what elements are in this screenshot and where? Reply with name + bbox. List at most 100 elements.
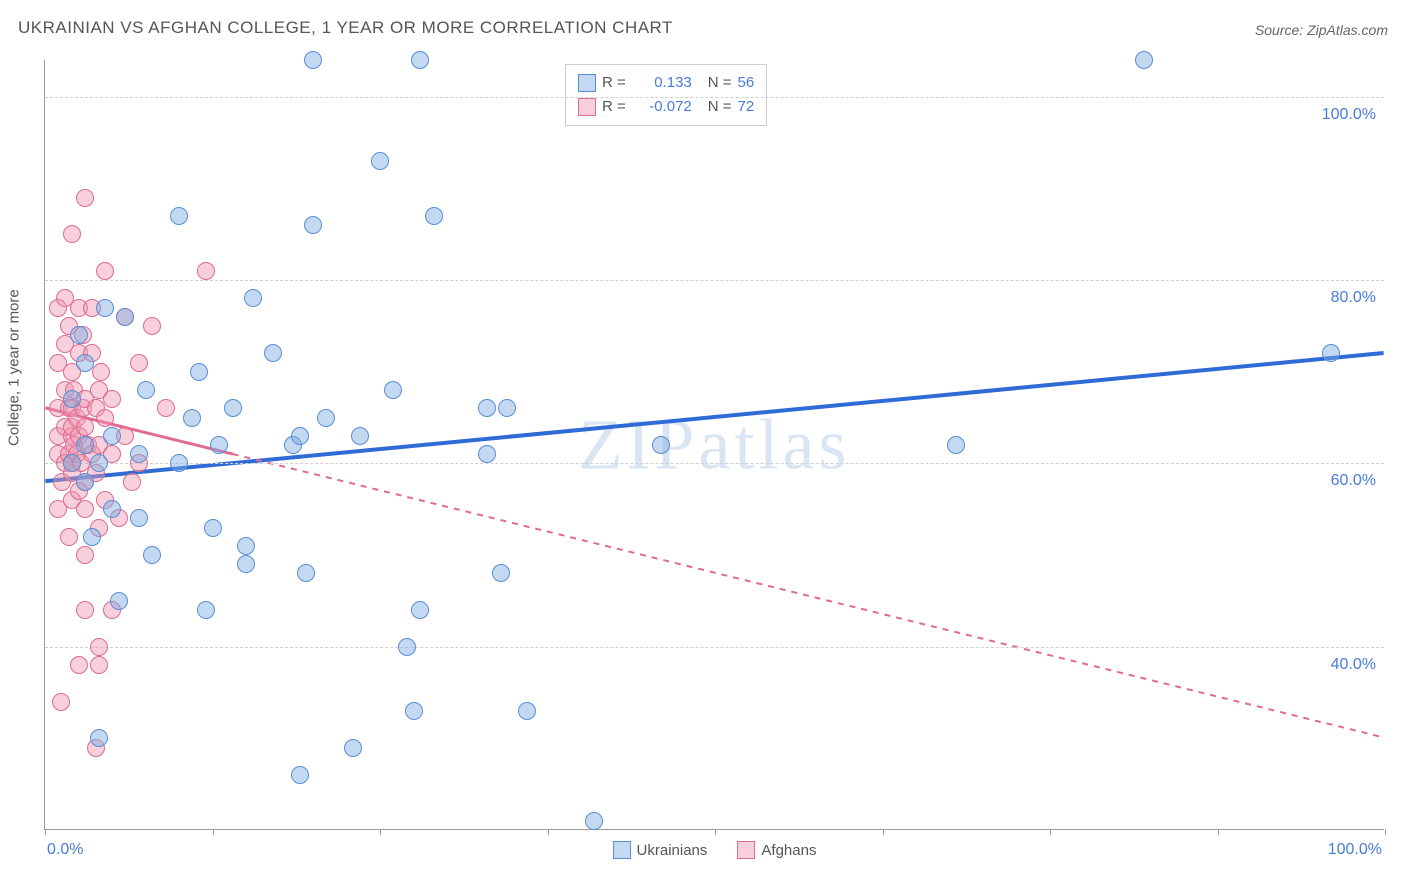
scatter-point	[76, 601, 94, 619]
series-legend-item: Ukrainians	[613, 841, 708, 859]
source-attribution: Source: ZipAtlas.com	[1255, 22, 1388, 38]
legend-row: R = -0.072 N = 72	[578, 95, 754, 119]
x-label-left: 0.0%	[47, 841, 83, 859]
scatter-point	[183, 409, 201, 427]
legend-swatch	[613, 841, 631, 859]
scatter-point	[76, 418, 94, 436]
scatter-point	[237, 537, 255, 555]
x-tick	[1218, 829, 1219, 835]
scatter-point	[76, 436, 94, 454]
chart-plot-area: ZIPatlas R = 0.133N = 56R = -0.072N = 72…	[44, 60, 1384, 830]
scatter-point	[478, 399, 496, 417]
scatter-point	[60, 528, 78, 546]
scatter-point	[76, 354, 94, 372]
scatter-point	[204, 519, 222, 537]
scatter-point	[90, 729, 108, 747]
scatter-point	[478, 445, 496, 463]
scatter-point	[264, 344, 282, 362]
scatter-point	[224, 399, 242, 417]
scatter-point	[103, 427, 121, 445]
legend-r-value: 0.133	[632, 71, 692, 95]
scatter-point	[304, 51, 322, 69]
scatter-point	[652, 436, 670, 454]
scatter-point	[130, 445, 148, 463]
legend-swatch	[578, 98, 596, 116]
legend-n-value: 72	[738, 95, 755, 119]
scatter-point	[197, 601, 215, 619]
scatter-point	[157, 399, 175, 417]
x-tick	[45, 829, 46, 835]
scatter-point	[123, 473, 141, 491]
series-legend: Ukrainians Afghans	[613, 841, 817, 859]
scatter-point	[170, 454, 188, 472]
series-legend-item: Afghans	[737, 841, 816, 859]
scatter-point	[585, 812, 603, 830]
chart-title: UKRAINIAN VS AFGHAN COLLEGE, 1 YEAR OR M…	[18, 18, 673, 38]
series-legend-label: Afghans	[761, 842, 816, 859]
gridline-h	[45, 97, 1384, 98]
scatter-point	[398, 638, 416, 656]
y-tick-label: 100.0%	[1322, 106, 1376, 124]
scatter-point	[52, 693, 70, 711]
scatter-point	[197, 262, 215, 280]
scatter-point	[425, 207, 443, 225]
scatter-point	[76, 500, 94, 518]
scatter-point	[411, 51, 429, 69]
scatter-point	[90, 638, 108, 656]
scatter-point	[96, 409, 114, 427]
scatter-point	[96, 262, 114, 280]
scatter-point	[130, 509, 148, 527]
x-tick	[548, 829, 549, 835]
scatter-point	[130, 354, 148, 372]
legend-n-label: N =	[708, 95, 732, 119]
legend-r-label: R =	[602, 95, 626, 119]
scatter-point	[76, 189, 94, 207]
scatter-point	[110, 592, 128, 610]
scatter-point	[143, 546, 161, 564]
scatter-point	[143, 317, 161, 335]
scatter-point	[96, 299, 114, 317]
y-tick-label: 60.0%	[1331, 472, 1376, 490]
scatter-point	[405, 702, 423, 720]
gridline-h	[45, 463, 1384, 464]
scatter-point	[90, 454, 108, 472]
scatter-point	[1135, 51, 1153, 69]
scatter-point	[297, 564, 315, 582]
legend-swatch	[578, 74, 596, 92]
scatter-point	[70, 326, 88, 344]
scatter-point	[492, 564, 510, 582]
scatter-point	[291, 427, 309, 445]
scatter-point	[317, 409, 335, 427]
scatter-point	[103, 390, 121, 408]
scatter-point	[344, 739, 362, 757]
scatter-point	[90, 656, 108, 674]
x-tick	[380, 829, 381, 835]
scatter-point	[351, 427, 369, 445]
scatter-point	[76, 473, 94, 491]
legend-r-label: R =	[602, 71, 626, 95]
legend-n-label: N =	[708, 71, 732, 95]
y-tick-label: 80.0%	[1331, 289, 1376, 307]
scatter-point	[63, 225, 81, 243]
gridline-h	[45, 280, 1384, 281]
scatter-point	[384, 381, 402, 399]
x-tick	[715, 829, 716, 835]
scatter-point	[237, 555, 255, 573]
trendline-dashed	[233, 454, 1384, 737]
scatter-point	[116, 308, 134, 326]
scatter-point	[137, 381, 155, 399]
y-tick-label: 40.0%	[1331, 656, 1376, 674]
scatter-point	[170, 207, 188, 225]
scatter-point	[63, 454, 81, 472]
scatter-point	[76, 546, 94, 564]
legend-r-value: -0.072	[632, 95, 692, 119]
scatter-point	[83, 528, 101, 546]
scatter-point	[103, 500, 121, 518]
scatter-point	[304, 216, 322, 234]
legend-n-value: 56	[738, 71, 755, 95]
scatter-point	[518, 702, 536, 720]
scatter-point	[70, 656, 88, 674]
scatter-point	[92, 363, 110, 381]
scatter-point	[411, 601, 429, 619]
scatter-point	[63, 390, 81, 408]
